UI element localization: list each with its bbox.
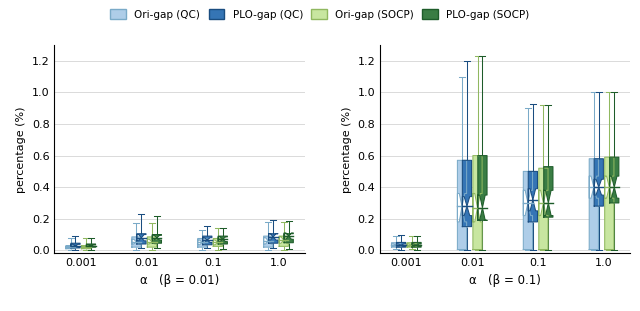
- Polygon shape: [132, 237, 141, 247]
- X-axis label: α   (β = 0.01): α (β = 0.01): [140, 274, 220, 287]
- Polygon shape: [269, 234, 278, 243]
- Polygon shape: [594, 159, 604, 206]
- Polygon shape: [81, 246, 91, 249]
- Polygon shape: [478, 156, 487, 220]
- Polygon shape: [407, 243, 416, 247]
- Polygon shape: [544, 167, 553, 217]
- Polygon shape: [605, 157, 614, 249]
- Polygon shape: [528, 171, 538, 222]
- Polygon shape: [152, 234, 161, 243]
- Polygon shape: [610, 157, 619, 203]
- X-axis label: α   (β = 0.1): α (β = 0.1): [469, 274, 541, 287]
- Polygon shape: [392, 243, 401, 247]
- Polygon shape: [539, 168, 548, 249]
- Polygon shape: [86, 244, 95, 247]
- Polygon shape: [462, 160, 472, 227]
- Polygon shape: [137, 234, 146, 244]
- Legend: Ori-gap (QC), PLO-gap (QC), Ori-gap (SOCP), PLO-gap (SOCP): Ori-gap (QC), PLO-gap (QC), Ori-gap (SOC…: [106, 5, 534, 24]
- Polygon shape: [412, 242, 421, 247]
- Polygon shape: [279, 236, 289, 246]
- Polygon shape: [218, 236, 227, 244]
- Y-axis label: percentage (%): percentage (%): [16, 106, 26, 193]
- Polygon shape: [524, 171, 532, 249]
- Polygon shape: [71, 243, 80, 248]
- Polygon shape: [66, 246, 75, 249]
- Polygon shape: [213, 239, 223, 246]
- Polygon shape: [589, 159, 598, 249]
- Polygon shape: [473, 156, 482, 249]
- Polygon shape: [264, 236, 273, 247]
- Polygon shape: [147, 237, 157, 247]
- Polygon shape: [284, 233, 293, 243]
- Polygon shape: [203, 236, 212, 245]
- Polygon shape: [458, 160, 467, 249]
- Y-axis label: percentage (%): percentage (%): [342, 106, 352, 193]
- Polygon shape: [198, 239, 207, 247]
- Polygon shape: [396, 242, 406, 247]
